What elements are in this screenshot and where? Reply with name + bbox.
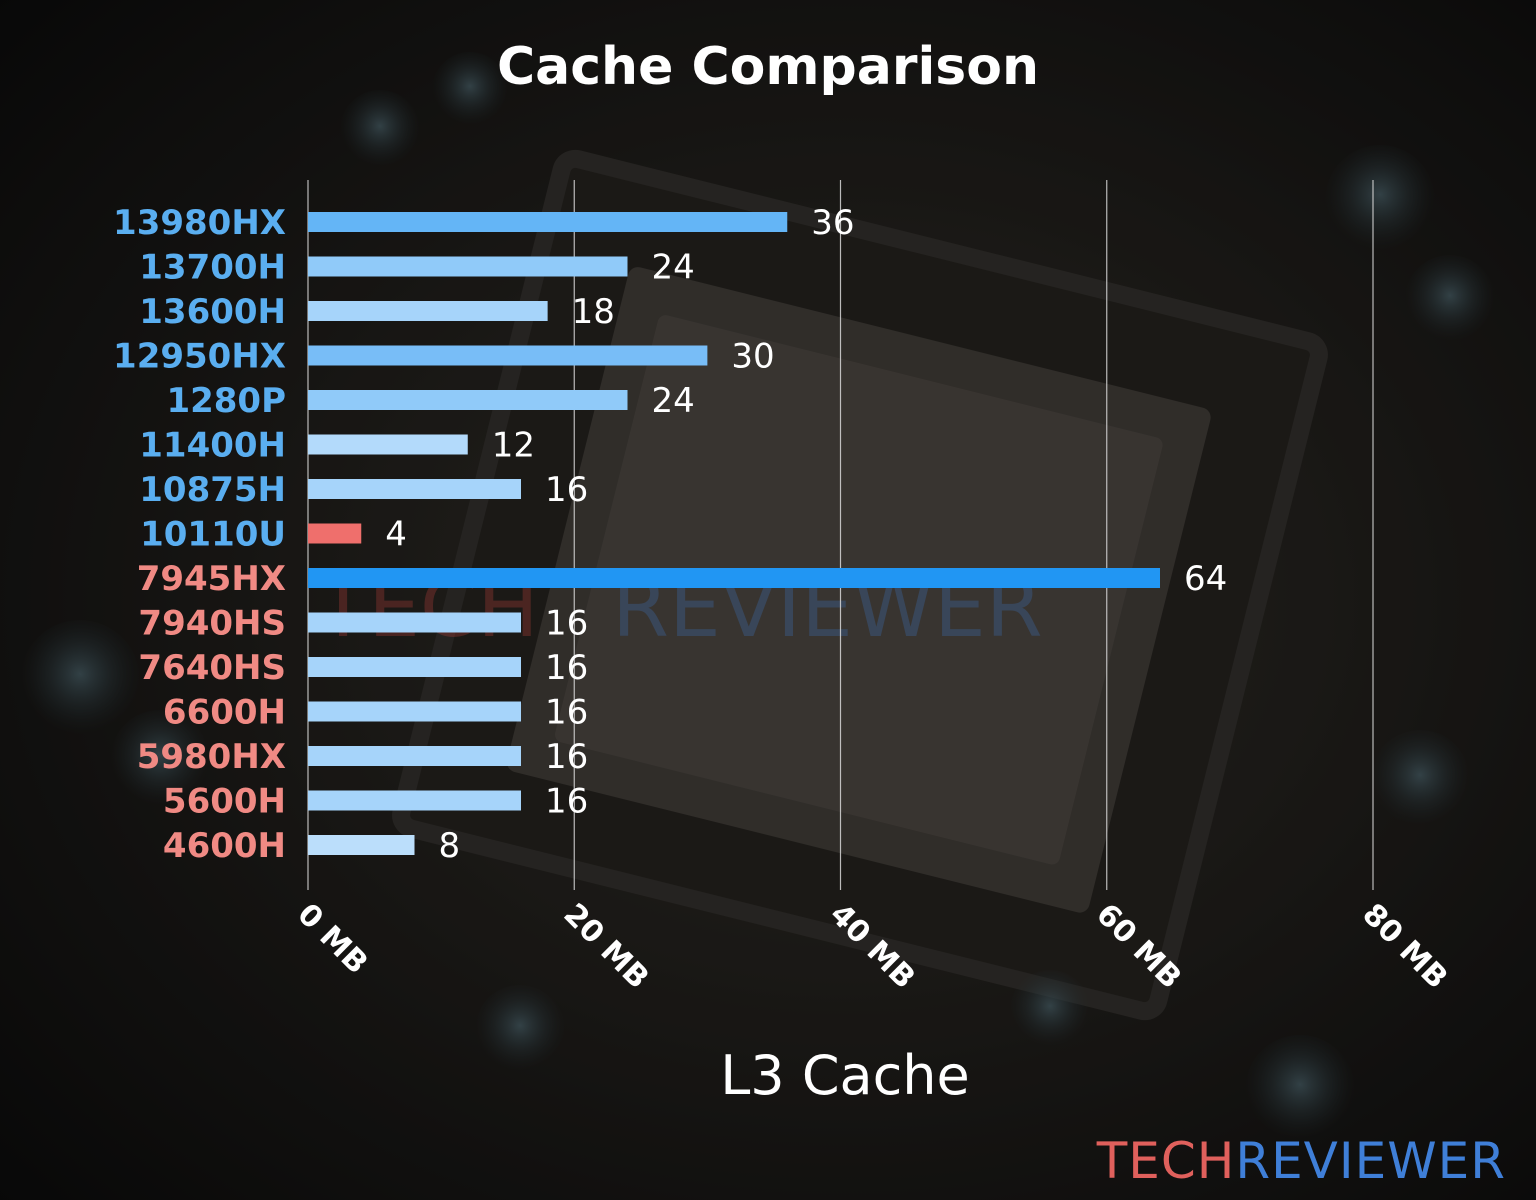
value-label: 18 [572, 292, 615, 332]
value-label: 16 [545, 470, 588, 510]
bar [308, 612, 521, 633]
bar [308, 212, 788, 232]
category-label: 13600H [139, 292, 286, 332]
category-label: 1280P [166, 381, 286, 421]
category-label: 4600H [163, 826, 286, 866]
bar [308, 256, 628, 277]
bar [308, 345, 708, 366]
x-axis-label: L3 Cache [720, 1044, 970, 1107]
bar [308, 790, 521, 811]
category-label: 7640HS [138, 648, 286, 688]
category-label: 13700H [139, 248, 286, 288]
category-label: 12950HX [113, 337, 286, 377]
value-label: 16 [545, 693, 588, 733]
x-gridlines [307, 180, 1374, 890]
value-label: 24 [652, 248, 695, 288]
bar [308, 568, 1160, 588]
chart-title: Cache Comparison [497, 37, 1039, 97]
value-label: 16 [545, 782, 588, 822]
x-tick-label: 20 MB [557, 897, 656, 996]
x-tick-label: 60 MB [1089, 897, 1188, 996]
value-label: 16 [545, 737, 588, 777]
category-label: 13980HX [113, 203, 286, 243]
category-label: 10110U [140, 515, 286, 555]
value-label: 16 [545, 604, 588, 644]
category-label: 5600H [163, 782, 286, 822]
brand-logo: TECHREVIEWER [1097, 1136, 1506, 1186]
brand-reviewer: REVIEWER [1235, 1132, 1506, 1190]
value-label: 64 [1184, 559, 1227, 599]
value-label: 4 [385, 515, 407, 555]
x-tick-label: 40 MB [823, 897, 922, 996]
brand-tech: TECH [1096, 1132, 1236, 1190]
bar [308, 390, 628, 410]
value-label: 24 [652, 381, 695, 421]
bar [308, 657, 521, 677]
category-label: 5980HX [137, 737, 286, 777]
value-label: 8 [439, 826, 461, 866]
x-tick-labels: 0 MB 20 MB 40 MB 60 MB 80 MB [290, 897, 1454, 996]
value-label: 30 [731, 337, 774, 377]
bar [308, 523, 362, 544]
bar [308, 835, 415, 855]
value-label: 36 [811, 203, 854, 243]
x-tick-label: 0 MB [290, 897, 374, 981]
value-label: 16 [545, 648, 588, 688]
category-label: 7945HX [137, 559, 286, 599]
bar [308, 701, 521, 722]
bar [308, 746, 521, 766]
bars [308, 212, 1160, 855]
category-label: 11400H [139, 426, 286, 466]
bar [308, 479, 521, 499]
category-label: 10875H [139, 470, 286, 510]
bar [308, 301, 548, 321]
value-label: 12 [492, 426, 535, 466]
category-label: 6600H [163, 693, 286, 733]
x-tick-label: 80 MB [1355, 897, 1454, 996]
category-label: 7940HS [138, 604, 286, 644]
bar [308, 434, 468, 455]
